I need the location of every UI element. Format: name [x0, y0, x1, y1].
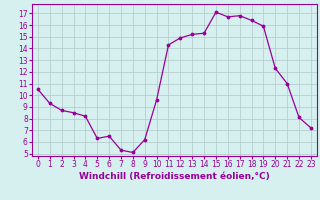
X-axis label: Windchill (Refroidissement éolien,°C): Windchill (Refroidissement éolien,°C): [79, 172, 270, 181]
